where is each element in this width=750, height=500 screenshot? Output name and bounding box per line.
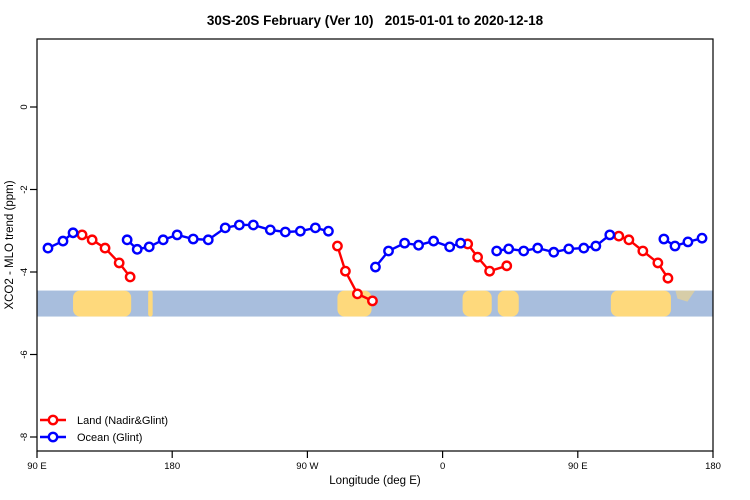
ocean-data-point bbox=[233, 219, 245, 231]
ocean-data-point bbox=[187, 233, 199, 245]
x-axis-title: Longitude (deg E) bbox=[329, 475, 421, 487]
ocean-data-point bbox=[264, 224, 276, 236]
axes: 90 E 180 90 W 0 90 E 180 0 -2 -4 -6 -8 bbox=[19, 104, 721, 472]
ocean-data-point bbox=[279, 226, 291, 238]
latitude-strip-map bbox=[37, 290, 713, 317]
ocean-data-point bbox=[428, 235, 439, 247]
x-tick-label: 90 E bbox=[568, 461, 588, 472]
land-data-point bbox=[637, 245, 649, 257]
map-land-blob bbox=[497, 290, 519, 317]
map-land-blob bbox=[462, 290, 492, 317]
y-tick-label: -2 bbox=[19, 185, 30, 193]
x-tick-label: 0 bbox=[440, 461, 445, 472]
ocean-data-point bbox=[604, 229, 616, 241]
land-data-point bbox=[484, 265, 496, 277]
legend-land-label: Land (Nadir&Glint) bbox=[77, 415, 168, 427]
ocean-data-point bbox=[503, 243, 515, 255]
ocean-data-point bbox=[370, 261, 381, 273]
map-land-blob bbox=[610, 290, 671, 317]
legend-ocean-label: Ocean (Glint) bbox=[77, 432, 142, 444]
data-series bbox=[42, 219, 708, 307]
ocean-data-point bbox=[563, 243, 575, 255]
land-data-point bbox=[623, 234, 635, 246]
ocean-data-point bbox=[669, 240, 681, 252]
land-data-point bbox=[76, 229, 88, 241]
land-data-point bbox=[613, 230, 625, 242]
y-tick-label: -6 bbox=[19, 350, 30, 358]
ocean-data-point bbox=[171, 229, 183, 241]
land-data-point bbox=[124, 271, 136, 283]
x-tick-label: 90 E bbox=[27, 461, 47, 472]
chart-title: 30S-20S February (Ver 10) 2015-01-01 to … bbox=[207, 13, 544, 28]
ocean-data-point bbox=[399, 237, 410, 249]
legend-entry-ocean: Ocean (Glint) bbox=[40, 431, 142, 444]
land-data-point bbox=[472, 251, 484, 263]
ocean-data-point bbox=[57, 235, 69, 247]
map-land-blob-faint bbox=[675, 290, 695, 302]
map-land-blob bbox=[73, 290, 132, 317]
ocean-data-point bbox=[157, 234, 169, 246]
legend: Land (Nadir&Glint) Ocean (Glint) bbox=[40, 414, 168, 444]
ocean-data-point bbox=[309, 222, 321, 234]
legend-ocean-marker-icon bbox=[47, 431, 59, 443]
land-data-point bbox=[113, 257, 125, 269]
ocean-data-point bbox=[491, 245, 503, 257]
ocean-data-point bbox=[323, 225, 334, 237]
land-series-line bbox=[466, 242, 508, 273]
ocean-data-point bbox=[658, 233, 670, 245]
land-data-point bbox=[99, 242, 111, 254]
ocean-data-point bbox=[219, 222, 231, 234]
ocean-data-point bbox=[532, 242, 544, 254]
land-data-point bbox=[86, 234, 98, 246]
y-tick-label: -8 bbox=[19, 433, 30, 441]
ocean-data-point bbox=[696, 232, 708, 244]
y-tick-label: 0 bbox=[19, 104, 30, 109]
land-series-line bbox=[336, 244, 374, 303]
y-tick-label: -4 bbox=[19, 268, 30, 276]
ocean-data-point bbox=[518, 245, 530, 257]
ocean-data-point bbox=[131, 243, 143, 255]
x-tick-label: 180 bbox=[164, 461, 180, 472]
ocean-data-point bbox=[143, 241, 155, 253]
land-data-point bbox=[662, 272, 674, 284]
land-data-point bbox=[367, 295, 378, 307]
ocean-data-point bbox=[67, 227, 79, 239]
ocean-data-point bbox=[682, 236, 694, 248]
ocean-data-point bbox=[247, 219, 259, 231]
ocean-data-point bbox=[590, 240, 602, 252]
land-data-point bbox=[501, 260, 513, 272]
ocean-data-point bbox=[121, 234, 133, 246]
ocean-data-point bbox=[413, 239, 424, 251]
ocean-data-point bbox=[444, 241, 456, 253]
x-tick-label: 90 W bbox=[296, 461, 318, 472]
land-data-point bbox=[352, 288, 363, 300]
land-data-point bbox=[332, 240, 343, 252]
ocean-data-point bbox=[202, 234, 214, 246]
land-data-point bbox=[652, 257, 664, 269]
ocean-data-point bbox=[383, 245, 394, 257]
ocean-data-point bbox=[578, 242, 590, 254]
land-data-point bbox=[340, 265, 351, 277]
plot-border bbox=[36, 38, 714, 452]
ocean-data-point bbox=[548, 246, 560, 258]
x-tick-label: 180 bbox=[705, 461, 721, 472]
map-land-blob bbox=[148, 290, 153, 317]
ocean-data-point bbox=[42, 242, 54, 254]
legend-land-marker-icon bbox=[47, 414, 59, 426]
legend-entry-land: Land (Nadir&Glint) bbox=[40, 414, 168, 427]
ocean-series-line bbox=[662, 236, 704, 248]
ocean-data-point bbox=[455, 237, 467, 249]
y-axis-title: XCO2 - MLO trend (ppm) bbox=[4, 180, 16, 309]
ocean-data-point bbox=[294, 225, 306, 237]
